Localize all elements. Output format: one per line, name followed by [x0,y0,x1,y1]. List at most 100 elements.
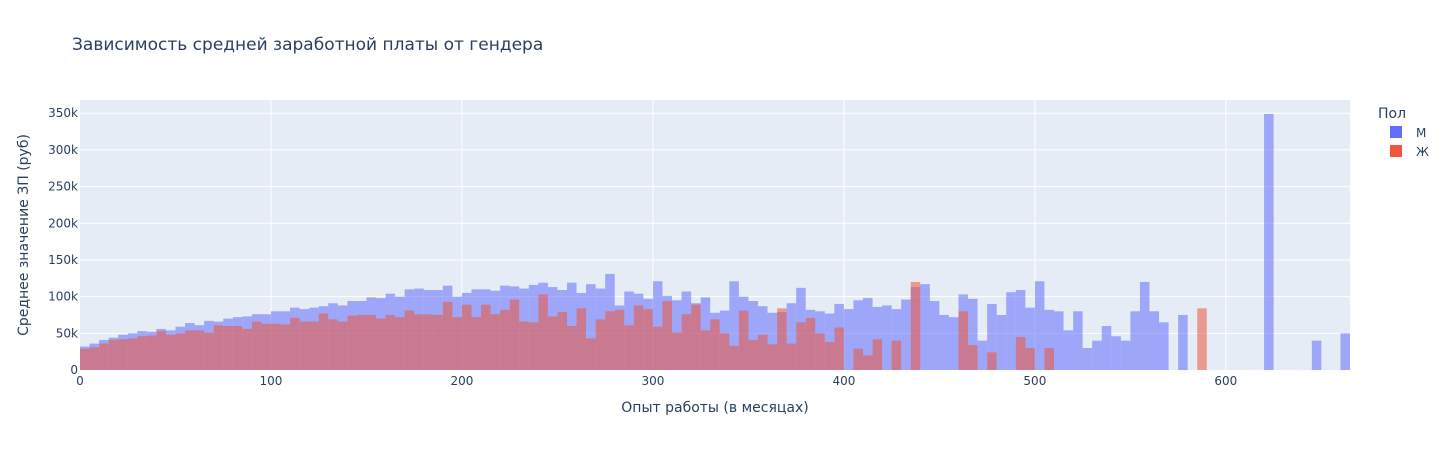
bar-f[interactable] [1025,347,1035,370]
bar-f[interactable] [261,323,271,370]
bar-f[interactable] [251,321,262,370]
bar-m[interactable] [824,313,835,370]
bar-f[interactable] [471,317,482,370]
bar-f[interactable] [204,332,214,370]
bar-f[interactable] [891,340,902,370]
bar-f[interactable] [805,317,816,370]
bar-m[interactable] [748,301,758,370]
bar-f[interactable] [729,345,739,370]
bar-m[interactable] [853,300,864,370]
bar-f[interactable] [738,310,749,370]
bar-f[interactable] [347,315,357,370]
bar-m[interactable] [872,306,883,370]
bar-m[interactable] [987,303,997,370]
bar-f[interactable] [156,331,166,370]
bar-m[interactable] [901,299,911,370]
bar-m[interactable] [1044,309,1054,370]
bar-f[interactable] [872,339,883,370]
bar-f[interactable] [414,314,424,370]
bar-f[interactable] [89,347,100,370]
bar-f[interactable] [834,327,844,370]
bar-f[interactable] [748,339,758,370]
bar-f[interactable] [576,308,587,370]
bar-m[interactable] [1006,292,1016,370]
bar-m[interactable] [1159,322,1169,370]
bar-m[interactable] [1120,340,1131,370]
bar-m[interactable] [1082,347,1093,370]
bar-f[interactable] [185,330,195,370]
bar-f[interactable] [395,317,405,370]
bar-f[interactable] [366,314,377,370]
bar-m[interactable] [652,281,663,370]
bar-f[interactable] [108,339,119,370]
bar-f[interactable] [672,332,682,370]
bar-f[interactable] [175,333,186,370]
bar-f[interactable] [987,352,997,370]
bar-m[interactable] [968,298,978,370]
bar-m[interactable] [1340,333,1350,370]
bar-f[interactable] [681,314,692,370]
bar-m[interactable] [843,309,854,370]
bar-f[interactable] [280,324,291,370]
bar-m[interactable] [786,303,797,370]
bar-f[interactable] [318,313,329,370]
bar-m[interactable] [1063,330,1074,370]
bar-m[interactable] [729,281,739,370]
bar-f[interactable] [118,339,128,370]
bar-f[interactable] [767,344,778,370]
bar-f[interactable] [376,318,386,370]
bar-f[interactable] [481,304,491,370]
bar-f[interactable] [1197,308,1207,370]
bar-f[interactable] [719,333,730,370]
bar-f[interactable] [80,348,90,370]
bar-f[interactable] [194,330,205,370]
bar-f[interactable] [232,325,243,370]
bar-m[interactable] [1311,340,1322,370]
bar-m[interactable] [863,298,873,370]
bar-m[interactable] [929,301,940,370]
bar-f[interactable] [127,338,138,370]
bar-m[interactable] [1139,281,1150,370]
bar-m[interactable] [977,340,988,370]
bar-f[interactable] [461,304,472,370]
bar-f[interactable] [538,294,548,370]
legend-item-f[interactable]: Ж [1390,145,1429,159]
bar-m[interactable] [1130,311,1140,370]
bar-f[interactable] [423,314,434,370]
bar-f[interactable] [691,304,701,370]
bar-m[interactable] [891,309,902,370]
bar-f[interactable] [624,325,634,370]
bar-m[interactable] [1092,340,1102,370]
bar-f[interactable] [910,281,921,370]
bar-f[interactable] [652,326,663,370]
bar-f[interactable] [777,308,787,370]
bar-f[interactable] [710,319,720,370]
bar-f[interactable] [633,305,644,370]
bar-f[interactable] [442,301,453,370]
bar-f[interactable] [404,310,415,370]
bar-f[interactable] [165,334,176,370]
bar-f[interactable] [757,334,768,370]
bar-f[interactable] [213,325,224,370]
bar-f[interactable] [356,314,367,370]
bar-f[interactable] [1015,336,1026,370]
bar-f[interactable] [614,309,625,370]
bar-f[interactable] [700,330,711,370]
bar-f[interactable] [223,325,233,370]
bar-m[interactable] [1111,336,1121,370]
bar-f[interactable] [605,311,615,370]
bar-f[interactable] [968,345,978,370]
bar-m[interactable] [1264,113,1274,370]
bar-f[interactable] [796,322,806,370]
bar-m[interactable] [920,284,930,370]
bar-f[interactable] [958,311,969,370]
bar-m[interactable] [1073,311,1083,370]
bar-m[interactable] [1149,311,1160,370]
bar-f[interactable] [242,328,252,370]
bar-f[interactable] [490,314,501,370]
bar-m[interactable] [1034,281,1045,370]
bar-f[interactable] [509,299,520,370]
bar-f[interactable] [824,342,835,370]
bar-f[interactable] [662,301,673,370]
bar-m[interactable] [882,305,892,370]
